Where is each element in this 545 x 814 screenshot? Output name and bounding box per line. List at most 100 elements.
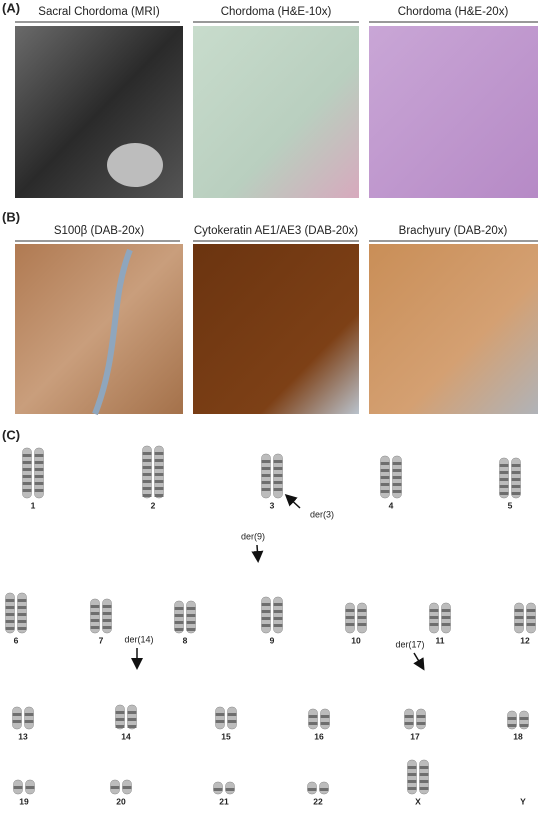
band: [519, 717, 529, 720]
band: [174, 621, 184, 624]
band: [90, 612, 100, 615]
band: [392, 476, 402, 479]
band: [407, 780, 417, 783]
chromosome-label: 20: [116, 796, 126, 806]
chromosome-label: X: [415, 796, 421, 806]
chromosome: [12, 706, 22, 730]
band: [5, 599, 15, 602]
chromosome-label: 8: [183, 635, 188, 645]
band: [127, 725, 137, 728]
band: [154, 480, 164, 483]
band: [5, 613, 15, 616]
band: [526, 609, 536, 612]
band: [273, 488, 283, 491]
image-title: Chordoma (H&E-20x): [398, 6, 509, 18]
band: [225, 788, 235, 791]
band: [404, 715, 414, 718]
band: [429, 623, 439, 626]
band: [307, 788, 317, 791]
chromosome: [261, 596, 271, 634]
chromosome-label: 18: [513, 731, 523, 741]
band: [407, 787, 417, 790]
band: [416, 722, 426, 725]
band: [514, 623, 524, 626]
band: [17, 620, 27, 623]
band: [261, 617, 271, 620]
band: [519, 724, 529, 727]
image-title: Brachyury (DAB-20x): [399, 225, 508, 237]
chromosome-label: 17: [410, 731, 420, 741]
band: [407, 766, 417, 769]
band: [186, 621, 196, 624]
band: [142, 487, 152, 490]
band: [25, 786, 35, 789]
band: [404, 722, 414, 725]
band: [511, 478, 521, 481]
band: [526, 616, 536, 619]
chromosome-label: Y: [520, 796, 526, 806]
band: [407, 773, 417, 776]
band: [273, 460, 283, 463]
band: [22, 468, 32, 471]
band: [261, 460, 271, 463]
chromosome-label: 16: [314, 731, 324, 741]
tumor: [107, 143, 163, 187]
band: [17, 627, 27, 630]
band: [514, 609, 524, 612]
band: [102, 619, 112, 622]
band: [142, 452, 152, 455]
band: [5, 606, 15, 609]
band: [419, 766, 429, 769]
band: [22, 475, 32, 478]
band: [380, 469, 390, 472]
band: [13, 786, 23, 789]
panel-label: (C): [2, 427, 20, 442]
band: [154, 459, 164, 462]
chromosome-label: 5: [508, 500, 513, 510]
band: [507, 717, 517, 720]
band: [261, 610, 271, 613]
histology-image: [193, 26, 359, 198]
band: [261, 603, 271, 606]
band: [357, 623, 367, 626]
band: [122, 786, 132, 789]
band: [90, 619, 100, 622]
band: [24, 713, 34, 716]
band: [90, 605, 100, 608]
band: [441, 609, 451, 612]
band: [186, 614, 196, 617]
band: [499, 478, 509, 481]
annotation: der(9): [241, 531, 265, 541]
band: [186, 607, 196, 610]
band: [273, 624, 283, 627]
band: [154, 473, 164, 476]
ihc-image: [193, 244, 359, 414]
band: [511, 464, 521, 467]
chromosome: [308, 708, 318, 730]
band: [511, 485, 521, 488]
band: [319, 788, 329, 791]
chromosome: [22, 447, 32, 499]
band: [186, 628, 196, 631]
band: [499, 492, 509, 495]
band: [127, 718, 137, 721]
chromosome-label: 15: [221, 731, 231, 741]
chromosome: [227, 706, 237, 730]
band: [154, 487, 164, 490]
band: [227, 720, 237, 723]
band: [142, 473, 152, 476]
arrow: [284, 493, 301, 509]
band: [12, 713, 22, 716]
band: [380, 483, 390, 486]
band: [115, 725, 125, 728]
band: [227, 713, 237, 716]
chromosome-label: 2: [151, 500, 156, 510]
band: [429, 609, 439, 612]
chromosome-label: 3: [270, 500, 275, 510]
band: [441, 623, 451, 626]
chromosome: [24, 706, 34, 730]
band: [22, 454, 32, 457]
band: [34, 468, 44, 471]
